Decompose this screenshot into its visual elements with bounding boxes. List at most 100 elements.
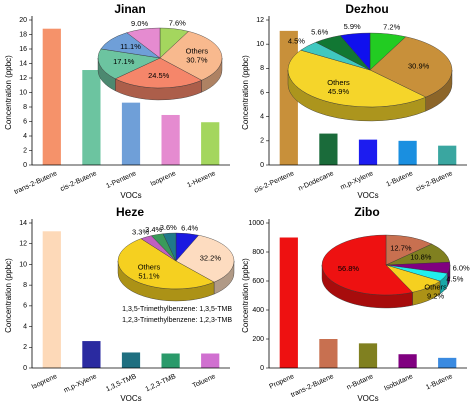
x-tick-label: Toluene xyxy=(192,373,217,390)
y-tick-label: 0 xyxy=(23,365,27,372)
pie-value-label: 5.9% xyxy=(344,22,361,31)
panel: Heze Concentration (ppbc) VOCs 0 2 4 6 8 10 12 14 I… xyxy=(4,205,235,403)
pie-slice xyxy=(159,31,223,81)
bar xyxy=(201,353,220,368)
y-tick-label: 6 xyxy=(23,118,27,125)
y-tick-label: 400 xyxy=(252,307,264,314)
x-tick-label: m,p-Xylene xyxy=(63,373,98,394)
pie-label: Others xyxy=(138,263,161,272)
y-tick-label: 0 xyxy=(260,365,264,372)
x-tick-label: cis-2-Pentene xyxy=(253,170,295,195)
x-axis-label: VOCs xyxy=(120,394,141,403)
y-tick-label: 800 xyxy=(252,249,264,256)
bar xyxy=(121,102,141,165)
bar xyxy=(161,114,180,165)
pie-slice xyxy=(287,49,427,108)
x-tick-label: cis-2-Butene xyxy=(59,170,98,193)
y-tick-label: 12 xyxy=(256,17,264,24)
bar xyxy=(398,140,417,165)
bar xyxy=(42,28,61,166)
pie-slice xyxy=(126,27,161,59)
pie-value-label: 11.1% xyxy=(120,42,141,51)
x-tick-label: 1-Butene xyxy=(385,170,414,188)
bar xyxy=(121,352,141,368)
annotation: 1,3,5-Trimethylbenzene: 1,3,5-TMB xyxy=(122,306,232,313)
pie-value-label: 12.7% xyxy=(390,243,412,252)
pie-value-label: 4.5% xyxy=(288,37,305,46)
bar xyxy=(161,353,180,368)
x-tick-label: Propene xyxy=(268,373,295,391)
bar xyxy=(438,145,457,165)
bar xyxy=(201,122,220,165)
bar xyxy=(42,231,61,368)
y-tick-label: 8 xyxy=(260,65,264,72)
pie-value-label: 30.9% xyxy=(408,62,430,71)
pie-value-label: 3.6% xyxy=(160,223,177,232)
x-tick-label: Isobutane xyxy=(383,373,414,392)
pie-slice xyxy=(369,36,453,98)
y-tick-label: 8 xyxy=(23,282,27,289)
y-tick-label: 8 xyxy=(23,104,27,111)
x-tick-label: 1-Pentene xyxy=(105,170,137,190)
x-axis-label: VOCs xyxy=(357,394,378,403)
chart-title: Dezhou xyxy=(345,2,388,16)
pie-value-label: 5.6% xyxy=(311,28,328,37)
x-axis-label: VOCs xyxy=(120,191,141,200)
x-tick-label: 1,3,5-TMB xyxy=(105,373,138,393)
y-axis-label: Concentration (ppbc) xyxy=(241,55,250,130)
x-tick-label: Isoprene xyxy=(149,170,177,188)
y-tick-label: 10 xyxy=(19,261,27,268)
bar xyxy=(279,237,298,368)
x-tick-label: 1-Butene xyxy=(425,373,454,391)
y-tick-label: 2 xyxy=(260,138,264,145)
pie-value-label: 3.3% xyxy=(132,228,149,237)
pie-slice xyxy=(339,32,371,71)
y-tick-label: 0 xyxy=(23,162,27,169)
y-tick-label: 20 xyxy=(19,17,27,24)
pie-label: Others xyxy=(186,47,209,56)
pie-label: Others xyxy=(424,283,447,292)
y-tick-label: 600 xyxy=(252,278,264,285)
panel: Jinan Concentration (ppbc) VOCs 0 2 4 6 8 10 12 14… xyxy=(4,2,230,200)
bar xyxy=(398,354,417,368)
annotation: 1,2,3-Trimethylbenzene: 1,2,3-TMB xyxy=(122,317,232,324)
bar xyxy=(358,139,378,165)
y-tick-label: 0 xyxy=(260,162,264,169)
x-axis-label: VOCs xyxy=(357,191,378,200)
y-tick-label: 12 xyxy=(19,241,27,248)
pie-value-label: 3.4% xyxy=(145,225,162,234)
y-tick-label: 16 xyxy=(19,46,27,53)
pie-value-label: 6.0% xyxy=(453,263,470,272)
y-tick-label: 4 xyxy=(23,133,27,140)
x-tick-label: cis-2-Butene xyxy=(415,170,454,193)
pie-slice xyxy=(162,232,177,262)
pie-slice xyxy=(321,234,413,296)
y-tick-label: 2 xyxy=(23,147,27,154)
pie-slice xyxy=(175,235,235,283)
bar xyxy=(319,339,338,368)
x-tick-label: trans-2-Butene xyxy=(13,170,58,196)
pie-slice xyxy=(97,48,161,80)
pie-value-label: 30.7% xyxy=(186,56,208,65)
pie-value-label: 32.2% xyxy=(200,253,222,262)
bar xyxy=(82,70,101,165)
x-tick-label: n-Dodecane xyxy=(297,170,335,193)
y-tick-label: 4 xyxy=(23,323,27,330)
y-tick-label: 10 xyxy=(19,89,27,96)
y-tick-label: 200 xyxy=(252,336,264,343)
panel: Dezhou Concentration (ppbc) VOCs 0 2 4 6 8 10 12 c… xyxy=(241,2,467,200)
chart-title: Jinan xyxy=(114,2,145,16)
pie-value-label: 7.6% xyxy=(169,19,186,28)
y-axis-label: Concentration (ppbc) xyxy=(4,55,13,130)
bar xyxy=(82,341,101,368)
y-tick-label: 1000 xyxy=(248,220,264,227)
x-tick-label: Isoprene xyxy=(31,373,59,391)
panel: Zibo Concentration (ppbc) VOCs 0 200 400 600 80… xyxy=(241,205,470,403)
pie-value-label: 4.5% xyxy=(446,275,463,284)
pie-value-label: 7.2% xyxy=(383,22,400,31)
x-tick-label: m,p-Xylene xyxy=(339,170,374,191)
pie-value-label: 10.8% xyxy=(410,252,432,261)
y-tick-label: 4 xyxy=(260,114,264,121)
y-axis-label: Concentration (ppbc) xyxy=(4,258,13,333)
